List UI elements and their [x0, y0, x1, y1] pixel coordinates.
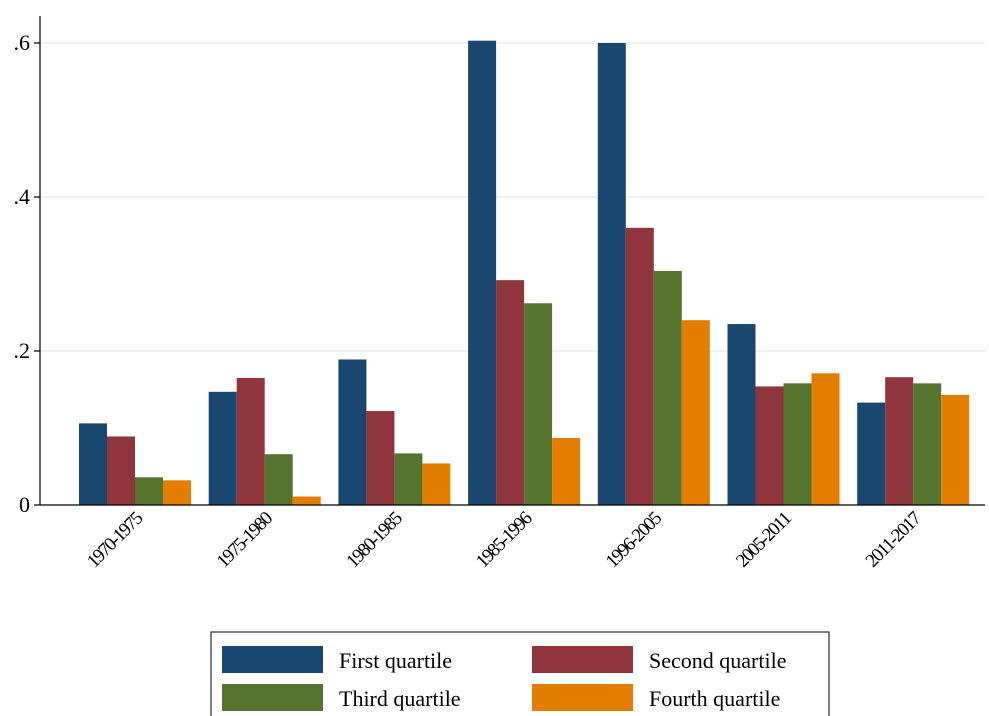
bar: [885, 377, 914, 505]
x-tick-label: 2005-2011: [732, 508, 796, 572]
y-tick-label: .6: [14, 30, 31, 55]
bar: [292, 496, 321, 505]
axes: [39, 16, 985, 506]
bar: [625, 227, 654, 506]
bar: [496, 280, 525, 505]
legend-label: Second quartile: [649, 648, 786, 673]
bars: [79, 40, 970, 506]
legend-swatch: [532, 684, 633, 711]
legend-label: Third quartile: [339, 686, 461, 711]
bar: [653, 270, 682, 505]
y-tick-labels: 0 .2 .4 .6: [14, 30, 40, 517]
x-tick-labels: 1970-1975 1975-1980 1980-1985 1985-1996 1996…: [83, 508, 925, 572]
y-tick-label: .2: [14, 338, 31, 363]
x-tick-label: 1980-1985: [342, 508, 406, 572]
legend-swatch: [532, 646, 633, 673]
bar: [366, 411, 395, 505]
y-tick-label: 0: [19, 492, 30, 517]
x-tick-label: 1996-2005: [602, 508, 666, 572]
legend-swatch: [222, 646, 323, 673]
bar: [597, 43, 626, 505]
bar: [79, 423, 107, 505]
bar: [236, 377, 265, 505]
bar: [107, 436, 135, 505]
bar: [755, 386, 784, 505]
bar: [338, 359, 367, 505]
x-tick-label: 2011-2017: [862, 508, 926, 572]
bar: [524, 303, 553, 505]
x-tick-label: 1975-1980: [213, 508, 277, 572]
bar: [394, 453, 423, 505]
bar: [552, 438, 581, 505]
bar: [941, 394, 970, 505]
y-tick-label: .4: [14, 184, 31, 209]
x-tick-label: 1985-1996: [472, 508, 536, 572]
legend: First quartile Second quartile Third quart…: [210, 631, 830, 716]
bar: [811, 373, 840, 505]
bar: [468, 40, 497, 505]
bar: [913, 383, 942, 505]
bar: [857, 402, 886, 505]
legend-swatch: [222, 684, 323, 711]
bar: [727, 324, 756, 505]
bar: [783, 383, 812, 505]
legend-label: First quartile: [339, 648, 452, 673]
x-tick-label: 1970-1975: [83, 508, 147, 572]
bar: [135, 477, 163, 505]
bar: [264, 454, 293, 505]
bar: [163, 480, 191, 505]
legend-label: Fourth quartile: [649, 686, 780, 711]
bar: [208, 391, 237, 505]
bar: [422, 463, 451, 505]
bar: [681, 320, 710, 505]
